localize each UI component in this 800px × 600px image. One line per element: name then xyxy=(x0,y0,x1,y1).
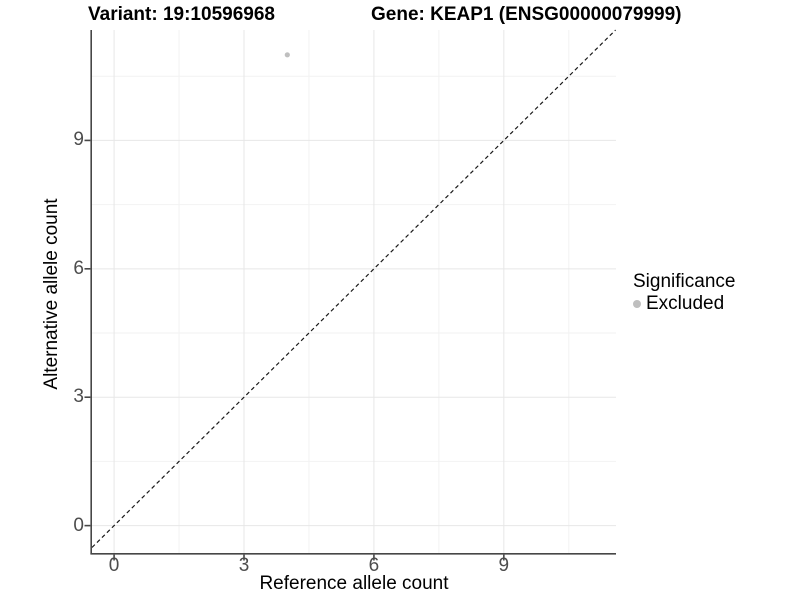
legend: Significance Excluded xyxy=(633,271,735,314)
y-tick-label: 6 xyxy=(73,257,84,279)
legend-title: Significance xyxy=(633,271,736,292)
y-tick-label: 3 xyxy=(73,386,84,408)
variant-title: Variant: 19:10596968 xyxy=(88,4,275,25)
y-tick-label: 9 xyxy=(73,129,84,151)
identity-reference-line xyxy=(91,29,616,548)
y-tick-label: 0 xyxy=(73,514,84,536)
x-tick-label: 3 xyxy=(238,555,250,576)
legend-item-excluded: Excluded xyxy=(633,293,735,314)
x-axis-title: Reference allele count xyxy=(259,573,449,594)
x-tick-label: 6 xyxy=(368,555,380,576)
data-point xyxy=(284,52,290,58)
x-tick-label: 9 xyxy=(498,555,510,576)
gene-title: Gene: KEAP1 (ENSG00000079999) xyxy=(371,4,682,25)
excluded-point-icon xyxy=(633,299,641,308)
x-tick-label: 0 xyxy=(108,555,120,576)
y-axis-title: Alternative allele count xyxy=(41,198,62,390)
legend-item-label: Excluded xyxy=(646,293,725,314)
